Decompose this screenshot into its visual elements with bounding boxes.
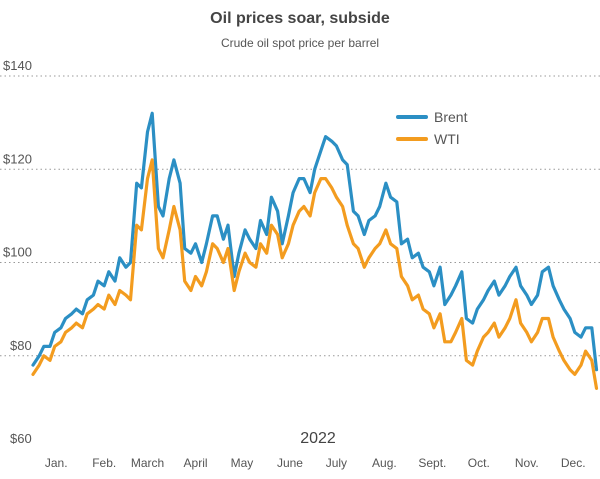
series-lines — [31, 111, 599, 390]
x-tick-label: July — [326, 456, 347, 470]
x-tick-label: Sept. — [418, 456, 446, 470]
legend: Brent WTI — [396, 109, 468, 147]
chart-title: Oil prices soar, subside — [210, 10, 390, 27]
y-tick-label: $60 — [10, 431, 32, 446]
legend-label-brent: Brent — [434, 109, 468, 125]
x-axis-label: 2022 — [300, 430, 336, 447]
x-tick-label: Nov. — [515, 456, 539, 470]
x-tick-label: June — [277, 456, 303, 470]
y-axis-ticks: $140 $120 $100 $80 $60 — [3, 58, 32, 446]
y-tick-label: $140 — [3, 58, 32, 73]
gridlines — [0, 75, 600, 357]
legend-label-wti: WTI — [434, 131, 460, 147]
y-tick-label: $100 — [3, 245, 32, 260]
x-tick-label: Oct. — [468, 456, 490, 470]
y-tick-label: $120 — [3, 151, 32, 166]
chart-subtitle: Crude oil spot price per barrel — [220, 36, 380, 50]
x-axis-ticks: Jan. Feb. March April May June July Aug. Sept. Oc… — [45, 456, 586, 470]
x-tick-label: March — [131, 456, 164, 470]
x-tick-label: May — [231, 456, 254, 470]
x-tick-label: Dec. — [561, 456, 586, 470]
y-tick-label: $80 — [10, 338, 32, 353]
x-tick-label: April — [184, 456, 208, 470]
series-line-wti — [31, 158, 599, 390]
x-tick-label: Aug. — [372, 456, 397, 470]
series-line-brent — [31, 111, 599, 372]
x-tick-label: Feb. — [92, 456, 116, 470]
x-tick-label: Jan. — [45, 456, 68, 470]
